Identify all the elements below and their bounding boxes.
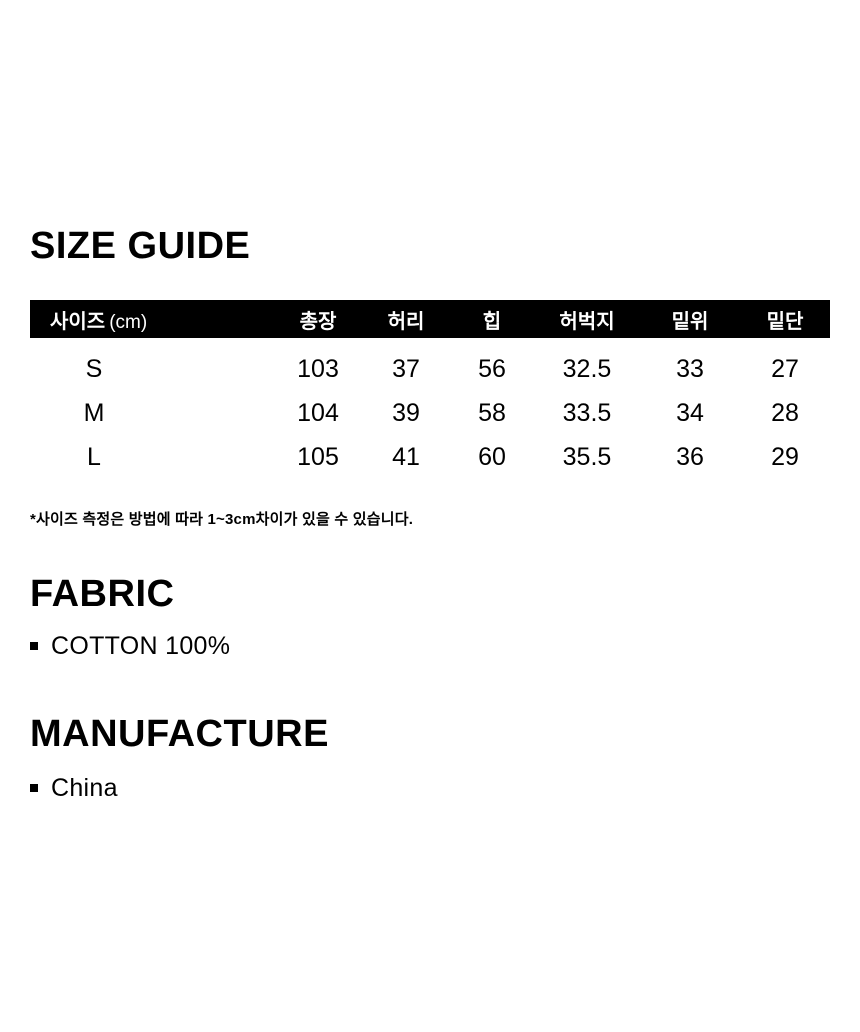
square-bullet-icon — [30, 642, 38, 650]
table-header-total-length: 총장 — [299, 310, 337, 333]
value-cell: 28 — [771, 398, 799, 427]
table-header-thigh: 허벅지 — [559, 310, 615, 333]
size-guide-table: 사이즈 (cm) 총장 허리 힙 허벅지 밑위 밑단 S 103 37 56 32… — [30, 300, 830, 479]
size-cell: M — [83, 398, 105, 427]
fabric-item-label: COTTON 100% — [51, 632, 231, 660]
value-cell: 56 — [478, 354, 506, 383]
square-bullet-icon — [30, 784, 38, 792]
table-body: S 103 37 56 32.5 33 27 M 104 39 58 33.5 … — [30, 338, 830, 479]
table-header-row: 사이즈 (cm) 총장 허리 힙 허벅지 밑위 밑단 — [30, 300, 830, 338]
table-row-m: M 104 39 58 33.5 34 28 — [30, 391, 830, 435]
table-header-size: 사이즈 (cm) — [30, 305, 274, 334]
value-cell: 105 — [297, 442, 339, 471]
table-header-waist: 허리 — [387, 310, 425, 333]
fabric-item: COTTON 100% — [30, 631, 830, 661]
value-cell: 103 — [297, 354, 339, 383]
value-cell: 37 — [392, 354, 420, 383]
value-cell: 104 — [297, 398, 339, 427]
table-header-hip: 힙 — [482, 310, 502, 333]
fabric-title: FABRIC — [30, 573, 175, 615]
value-cell: 58 — [478, 398, 506, 427]
size-cell: L — [87, 442, 101, 471]
value-cell: 35.5 — [562, 442, 612, 471]
value-cell: 36 — [676, 442, 704, 471]
value-cell: 41 — [392, 442, 420, 471]
value-cell: 34 — [676, 398, 704, 427]
table-header-rise: 밑위 — [671, 310, 709, 333]
table-header-unit: (cm) — [109, 311, 148, 333]
value-cell: 29 — [771, 442, 799, 471]
value-cell: 39 — [392, 398, 420, 427]
size-guide-title: SIZE GUIDE — [30, 225, 251, 267]
product-info-section: SIZE GUIDE 사이즈 (cm) 총장 허리 힙 허벅지 밑위 밑단 S 1… — [0, 227, 860, 803]
table-row-s: S 103 37 56 32.5 33 27 — [30, 347, 830, 391]
value-cell: 33.5 — [562, 398, 612, 427]
table-row-l: L 105 41 60 35.5 36 29 — [30, 435, 830, 479]
table-header-size-label: 사이즈 — [50, 310, 106, 333]
value-cell: 32.5 — [562, 354, 612, 383]
table-header-hem: 밑단 — [766, 310, 804, 333]
size-measurement-footnote: *사이즈 측정은 방법에 따라 1~3cm차이가 있을 수 있습니다. — [30, 511, 414, 528]
size-cell: S — [85, 354, 103, 383]
manufacture-item: China — [30, 773, 830, 803]
manufacture-title: MANUFACTURE — [30, 713, 329, 755]
manufacture-item-label: China — [51, 774, 118, 802]
value-cell: 60 — [478, 442, 506, 471]
value-cell: 33 — [676, 354, 704, 383]
value-cell: 27 — [771, 354, 799, 383]
